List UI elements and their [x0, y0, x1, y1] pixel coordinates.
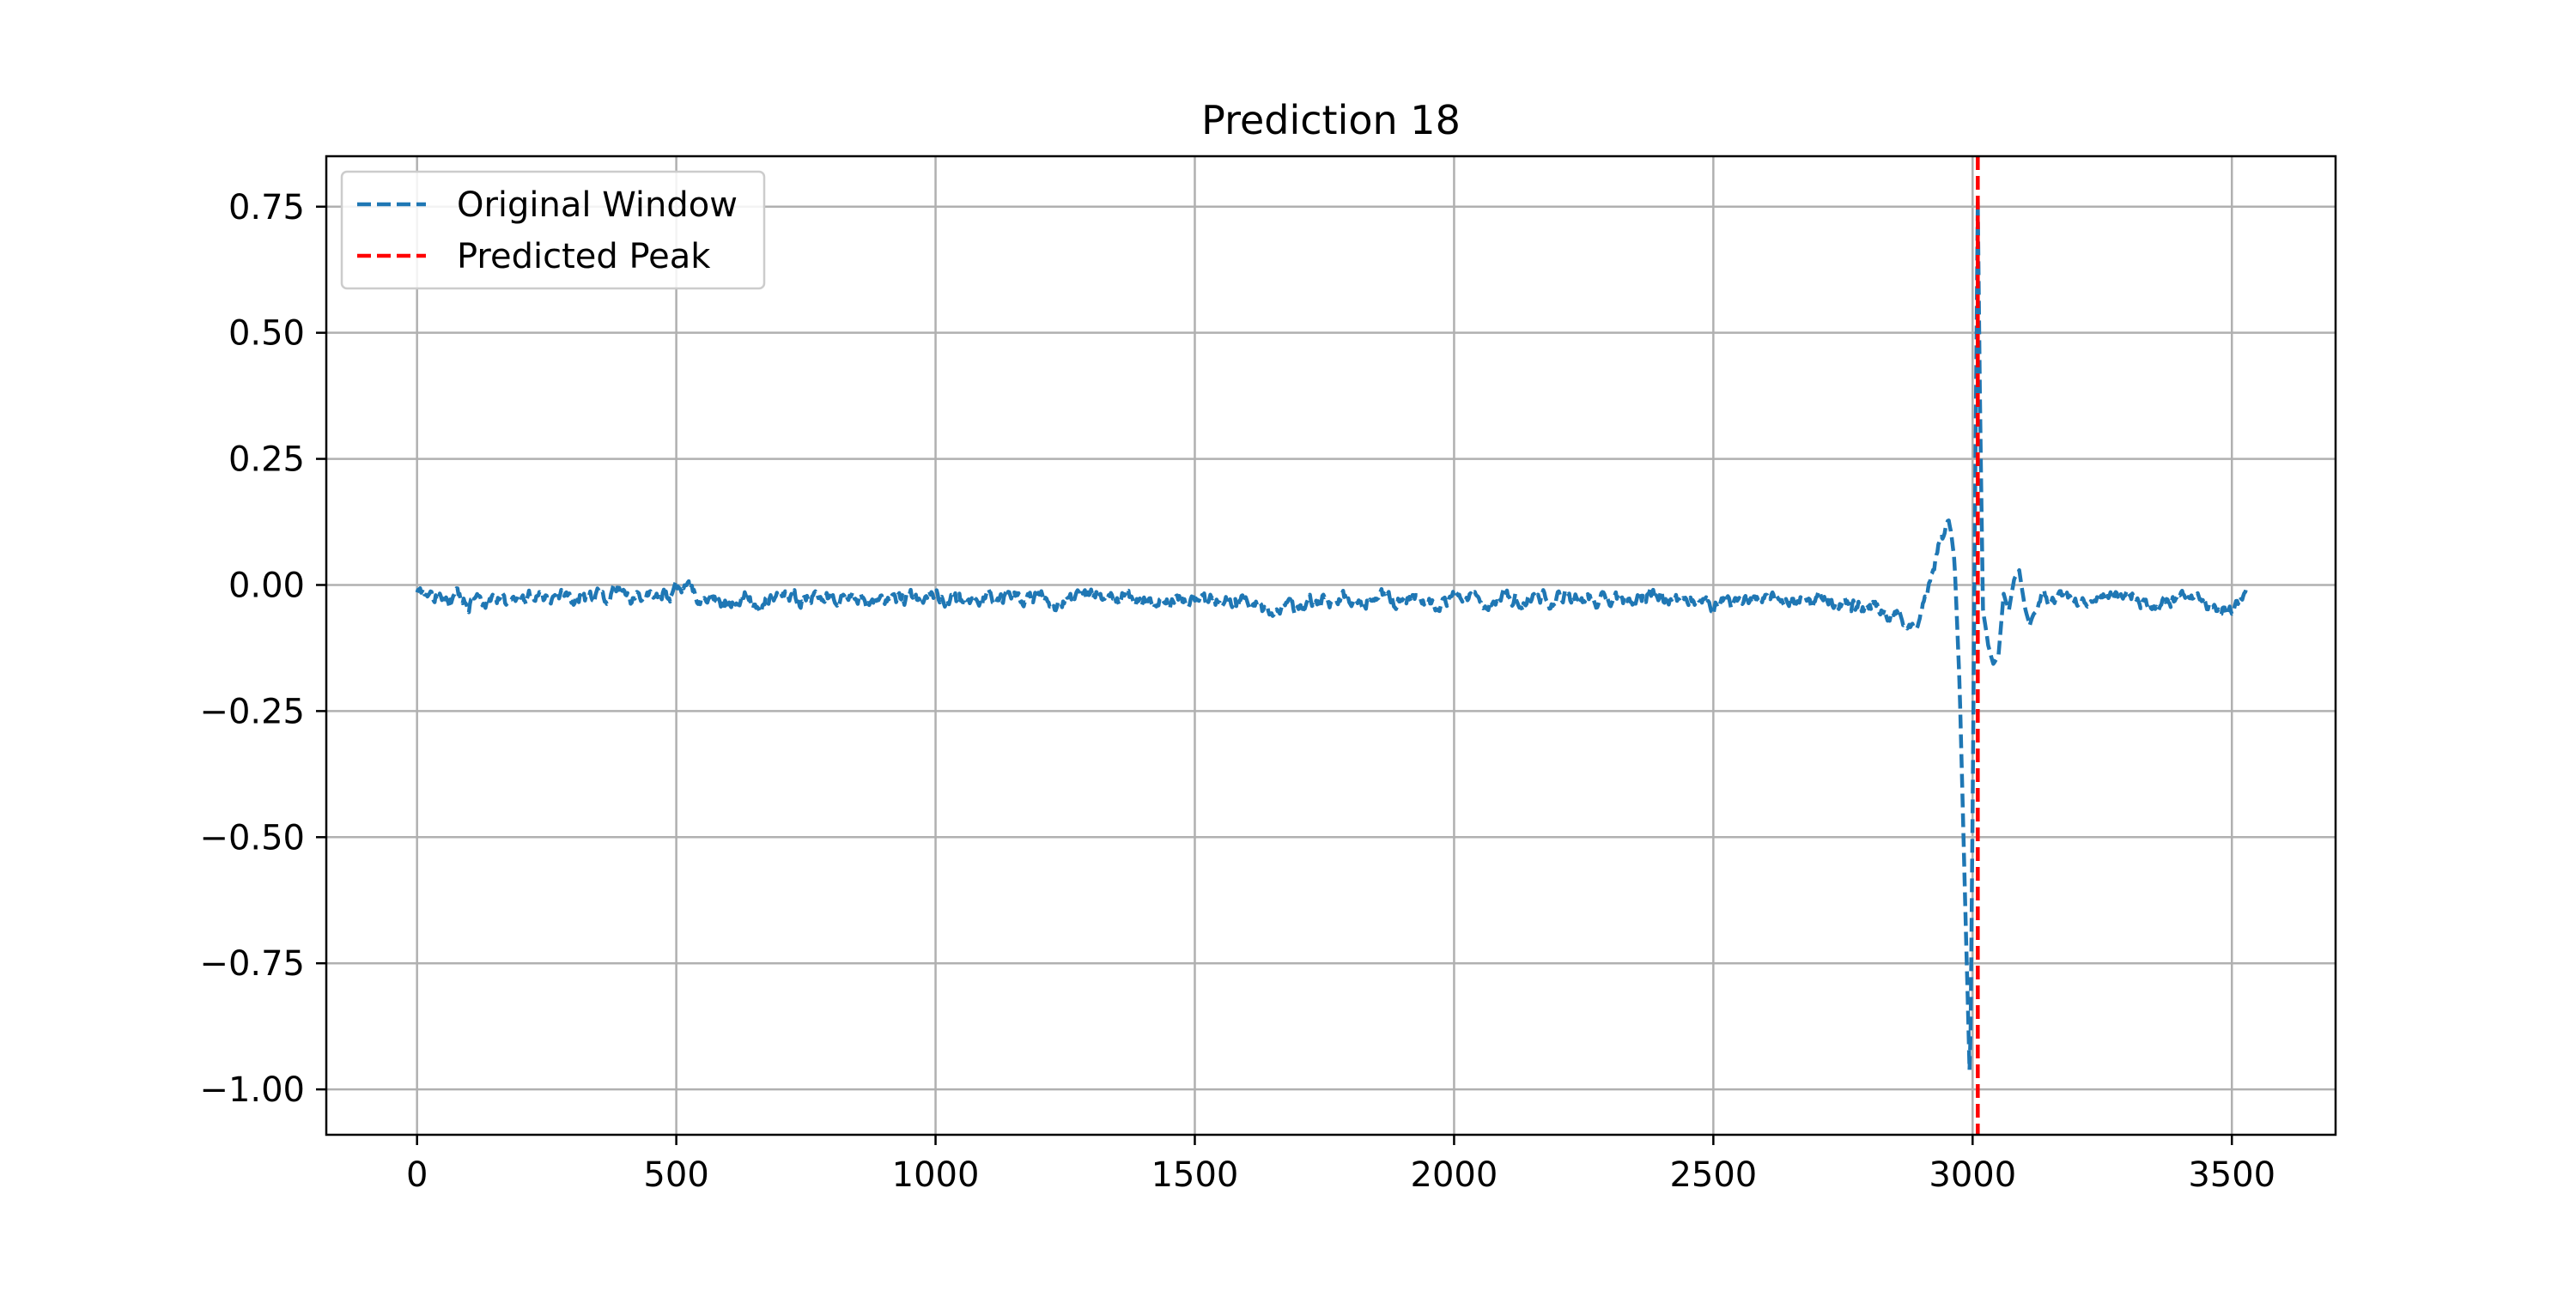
x-tick-label: 3000 [1929, 1155, 2016, 1195]
chart-title: Prediction 18 [1201, 97, 1461, 143]
x-tick-label: 0 [406, 1155, 428, 1195]
x-tick-label: 2000 [1411, 1155, 1498, 1195]
x-tick-label: 1500 [1151, 1155, 1239, 1195]
y-tick-label: −0.50 [199, 818, 305, 858]
legend-box [340, 170, 766, 290]
y-tick-label: 0.25 [228, 440, 305, 480]
legend-label-predicted-peak: Predicted Peak [457, 237, 711, 276]
x-tick-label: 500 [643, 1155, 708, 1195]
ticks: 0 500 1000 1500 2000 2500 3000 3500 0.75 0.50 0.25… [199, 188, 2275, 1195]
y-tick-label: 0.50 [228, 314, 305, 354]
x-tick-label: 3500 [2188, 1155, 2275, 1195]
y-tick-label: −0.75 [199, 944, 305, 984]
legend: Original Window Predicted Peak [340, 170, 766, 290]
series-original-window [415, 199, 2250, 1072]
y-tick-label: −1.00 [199, 1070, 305, 1110]
y-tick-label: 0.00 [228, 566, 305, 605]
axes-frame [325, 155, 2337, 1136]
y-tick-label: 0.75 [228, 188, 305, 227]
legend-label-original-window: Original Window [457, 185, 738, 225]
y-tick-label: −0.25 [199, 692, 305, 731]
plot-area [326, 156, 2336, 1135]
x-tick-label: 2500 [1669, 1155, 1757, 1195]
plot-data [415, 156, 2250, 1135]
x-tick-label: 1000 [892, 1155, 980, 1195]
